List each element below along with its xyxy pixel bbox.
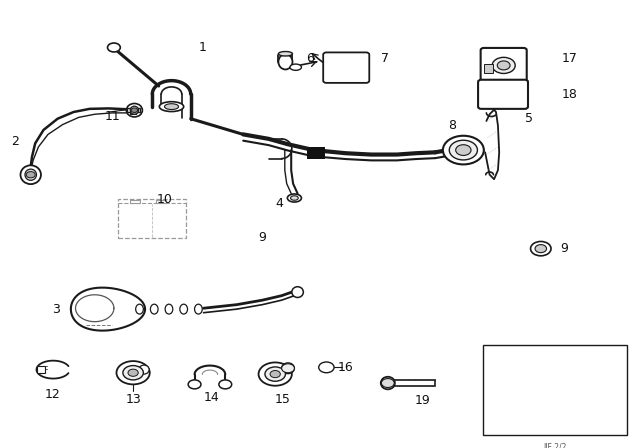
Text: 15: 15 (275, 393, 291, 406)
Bar (307, 147, 325, 159)
Circle shape (26, 172, 35, 178)
Ellipse shape (165, 304, 173, 314)
Text: JJF 2/2: JJF 2/2 (543, 443, 567, 448)
Text: 2: 2 (12, 134, 19, 148)
Text: 9: 9 (560, 242, 568, 255)
Circle shape (123, 366, 143, 380)
Bar (130, 200, 140, 203)
Text: 5: 5 (525, 112, 532, 125)
Ellipse shape (195, 304, 202, 314)
Ellipse shape (180, 304, 188, 314)
Circle shape (265, 367, 285, 381)
Text: 19: 19 (415, 394, 430, 408)
Ellipse shape (131, 106, 139, 114)
Text: 13: 13 (125, 393, 141, 406)
Ellipse shape (150, 304, 158, 314)
Circle shape (128, 369, 138, 376)
Circle shape (319, 362, 334, 373)
Ellipse shape (164, 104, 179, 109)
Ellipse shape (451, 143, 470, 162)
Bar (118, 199, 186, 238)
Ellipse shape (381, 377, 395, 389)
Circle shape (456, 145, 471, 155)
Ellipse shape (290, 64, 301, 70)
Ellipse shape (127, 103, 143, 117)
Circle shape (449, 140, 477, 160)
Text: 1: 1 (198, 40, 206, 54)
Circle shape (282, 364, 294, 373)
Text: 6: 6 (306, 52, 314, 65)
Bar (483, 345, 627, 435)
Circle shape (492, 57, 515, 73)
Ellipse shape (25, 169, 36, 180)
Circle shape (116, 361, 150, 384)
Circle shape (443, 136, 484, 164)
Text: 8: 8 (448, 119, 456, 132)
Circle shape (535, 245, 547, 253)
Text: 7: 7 (381, 52, 388, 65)
Ellipse shape (282, 363, 294, 374)
Ellipse shape (278, 54, 292, 69)
Circle shape (188, 380, 201, 389)
Ellipse shape (159, 102, 184, 112)
Text: 16: 16 (338, 361, 354, 374)
Circle shape (531, 241, 551, 256)
Text: 18: 18 (562, 87, 578, 101)
Text: 3: 3 (52, 302, 60, 316)
Ellipse shape (139, 365, 149, 374)
FancyBboxPatch shape (478, 80, 528, 109)
Ellipse shape (455, 146, 467, 159)
Ellipse shape (136, 304, 143, 314)
Text: 14: 14 (204, 391, 219, 405)
Ellipse shape (278, 52, 292, 56)
Text: 9: 9 (258, 231, 266, 244)
Ellipse shape (291, 196, 298, 200)
Bar (156, 200, 166, 203)
Bar (484, 64, 493, 73)
FancyBboxPatch shape (481, 48, 527, 83)
Bar (37, 366, 45, 373)
Bar (390, 380, 435, 386)
Circle shape (108, 43, 120, 52)
FancyBboxPatch shape (323, 52, 369, 83)
Circle shape (381, 379, 394, 388)
Bar (130, 111, 136, 114)
Text: 10: 10 (157, 193, 173, 206)
Text: 12: 12 (45, 388, 60, 401)
Text: 17: 17 (562, 52, 578, 65)
Ellipse shape (292, 287, 303, 297)
Circle shape (131, 108, 138, 112)
Circle shape (259, 362, 292, 386)
Bar (127, 108, 140, 112)
Ellipse shape (20, 165, 41, 184)
Text: 4: 4 (275, 197, 283, 211)
Ellipse shape (287, 194, 301, 202)
Text: 11: 11 (104, 110, 120, 123)
Circle shape (219, 380, 232, 389)
Circle shape (497, 61, 510, 70)
Circle shape (270, 370, 280, 378)
